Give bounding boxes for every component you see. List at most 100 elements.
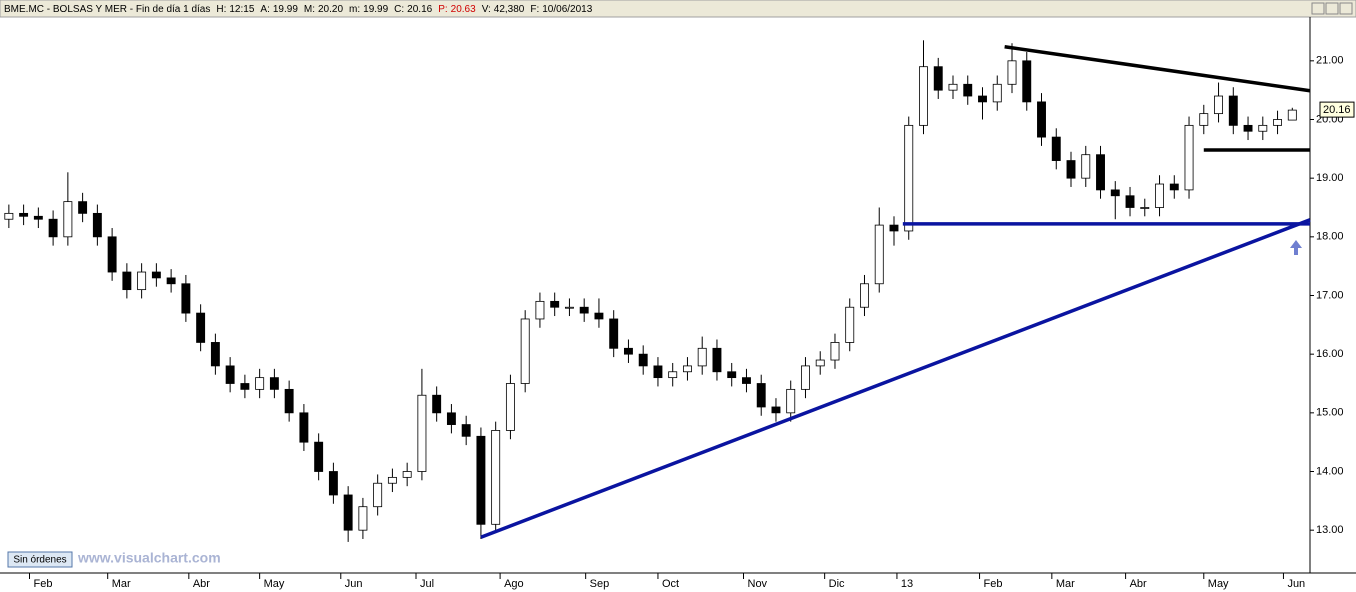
candle-body xyxy=(432,394,442,414)
header-bar xyxy=(0,0,1356,18)
x-tick-label: Feb xyxy=(34,578,53,590)
candle-body xyxy=(1228,95,1238,126)
y-tick-label: 16.00 xyxy=(1316,348,1344,360)
candle-body xyxy=(786,388,796,414)
header-field-label: m: xyxy=(349,4,360,15)
status-button[interactable] xyxy=(7,551,73,568)
header-field-value: 42,380 xyxy=(494,4,525,15)
candle-body xyxy=(948,83,958,91)
candle-body xyxy=(668,371,678,379)
y-tick-label: 17.00 xyxy=(1316,289,1344,301)
candle-body xyxy=(712,347,722,373)
candle-body xyxy=(402,471,412,478)
candle-body xyxy=(1140,207,1150,209)
header-field-label: H: xyxy=(216,4,226,15)
header-field-value: 12:15 xyxy=(229,4,254,15)
candle-body xyxy=(1199,113,1209,126)
header-field-value: 20.20 xyxy=(318,4,343,15)
candle-body xyxy=(446,412,456,425)
x-tick-label: Sep xyxy=(590,578,610,590)
candle-body xyxy=(564,306,574,309)
candle-body xyxy=(1258,124,1268,132)
trend-line xyxy=(1004,45,1311,93)
candle-body xyxy=(978,95,987,103)
arrow-icon xyxy=(1290,240,1302,255)
candle-body xyxy=(1022,60,1032,103)
x-tick-label: Mar xyxy=(1056,578,1075,590)
x-tick-label: 13 xyxy=(901,578,913,590)
candle-body xyxy=(314,441,324,472)
candle-body xyxy=(889,224,899,232)
x-tick-label: Mar xyxy=(112,578,131,590)
candle-body xyxy=(1155,183,1164,208)
last-price-label: 20.16 xyxy=(1323,104,1351,116)
maximize-button[interactable] xyxy=(1325,2,1339,15)
x-tick-label: May xyxy=(264,578,285,590)
x-tick-label: Abr xyxy=(1130,578,1147,590)
y-tick-label: 14.00 xyxy=(1316,465,1344,477)
candle-body xyxy=(269,377,279,390)
candle-body xyxy=(904,124,914,232)
candle-body xyxy=(4,212,14,220)
candle-body xyxy=(682,365,692,373)
candle-body xyxy=(1273,119,1283,126)
candle-body xyxy=(727,371,737,379)
x-tick-label: May xyxy=(1208,578,1229,590)
candle-body xyxy=(874,224,884,285)
candle-body xyxy=(1007,60,1017,85)
candle-body xyxy=(1243,124,1253,132)
header-field-value: 20.16 xyxy=(407,4,432,15)
candle-body xyxy=(122,271,132,291)
x-tick-label: Nov xyxy=(748,578,768,590)
header-field-value: 10/06/2013 xyxy=(542,4,592,15)
close-button[interactable] xyxy=(1339,2,1353,15)
header-field-label: C: xyxy=(394,4,404,15)
candle-body xyxy=(78,201,88,214)
candle-body xyxy=(358,506,368,531)
candle-body xyxy=(63,201,73,238)
candle-body xyxy=(328,471,338,496)
candle-body xyxy=(1214,95,1223,115)
candle-body xyxy=(830,342,840,361)
candle-body xyxy=(417,394,427,472)
candle-body xyxy=(1096,154,1105,191)
candle-body xyxy=(48,218,58,238)
candle-body xyxy=(1110,189,1120,197)
header-field-value: 20.63 xyxy=(451,4,476,15)
candle-body xyxy=(801,365,810,390)
y-tick-label: 13.00 xyxy=(1316,524,1344,536)
y-tick-label: 18.00 xyxy=(1316,231,1344,243)
candle-body xyxy=(210,342,220,367)
candle-body xyxy=(845,306,855,343)
candle-body xyxy=(225,365,235,384)
minimize-button[interactable] xyxy=(1311,2,1325,15)
header-field-value: 19.99 xyxy=(273,4,298,15)
candle-body xyxy=(919,66,928,126)
watermark: www.visualchart.com xyxy=(77,550,221,566)
candle-body xyxy=(1125,195,1135,208)
candle-body xyxy=(1051,136,1061,161)
x-tick-label: Abr xyxy=(193,578,210,590)
candle-body xyxy=(638,353,648,367)
x-tick-label: Ago xyxy=(504,578,524,590)
candle-body xyxy=(19,212,29,217)
candle-body xyxy=(373,482,383,508)
y-tick-label: 15.00 xyxy=(1316,407,1344,419)
candle-body xyxy=(1169,183,1179,191)
candle-body xyxy=(284,388,294,414)
candle-body xyxy=(756,383,766,408)
candle-body xyxy=(535,300,545,320)
candle-body xyxy=(476,435,486,525)
x-tick-label: Jun xyxy=(1287,578,1305,590)
header-symbol: BME.MC - BOLSAS Y MER - Fin de día 1 día… xyxy=(4,4,210,15)
x-tick-label: Jul xyxy=(420,578,434,590)
candle-body xyxy=(33,215,43,220)
candle-body xyxy=(1081,154,1091,179)
candle-body xyxy=(107,236,117,273)
candle-body xyxy=(1066,160,1076,179)
candle-body xyxy=(992,83,1002,103)
candle-body xyxy=(742,377,751,384)
candle-body xyxy=(860,283,869,308)
x-tick-label: Oct xyxy=(662,578,679,590)
